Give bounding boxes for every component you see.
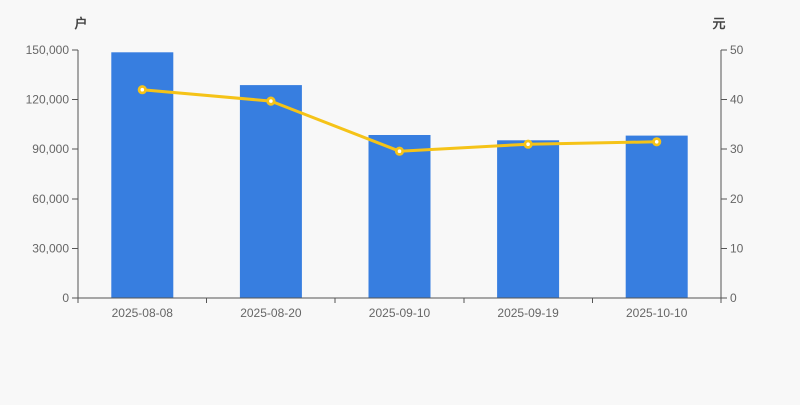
left-axis-unit-label: 户 [74, 16, 87, 31]
right-axis-tick-label: 20 [730, 192, 744, 206]
right-axis-tick-label: 40 [730, 93, 744, 107]
line-point [394, 146, 405, 156]
bars-layer [111, 52, 688, 298]
bar [625, 135, 688, 298]
bar [497, 140, 560, 298]
left-axis-tick-label: 120,000 [26, 93, 70, 107]
line-point [652, 137, 662, 147]
line-point [137, 85, 147, 95]
x-axis-category-label: 2025-10-10 [626, 306, 688, 320]
left-axis-tick-label: 0 [62, 291, 69, 305]
line-point [523, 139, 533, 149]
bar [239, 85, 302, 298]
right-axis-tick-label: 10 [730, 241, 744, 255]
right-axis-tick-label: 0 [730, 291, 737, 305]
bar [368, 135, 431, 298]
x-axis-category-label: 2025-08-08 [112, 306, 174, 320]
left-axis-tick-label: 30,000 [32, 241, 69, 255]
right-axis-tick-label: 30 [730, 142, 744, 156]
x-axis-category-label: 2025-09-10 [369, 306, 431, 320]
left-axis-tick-label: 150,000 [26, 43, 70, 57]
left-axis-tick-label: 90,000 [32, 142, 69, 156]
line-point [266, 96, 276, 106]
right-axis-tick-label: 50 [730, 43, 744, 57]
x-axis-category-label: 2025-08-20 [240, 306, 302, 320]
axis-labels-layer: 0 30,000 60,000 90,000 120,000 150,000 0 10 20 30… [26, 43, 744, 320]
line-series-layer [137, 85, 662, 156]
right-axis-unit-label: 元 [712, 16, 725, 31]
x-axis-category-label: 2025-09-19 [497, 306, 559, 320]
axes-layer [72, 49, 727, 303]
left-axis-tick-label: 60,000 [32, 192, 69, 206]
